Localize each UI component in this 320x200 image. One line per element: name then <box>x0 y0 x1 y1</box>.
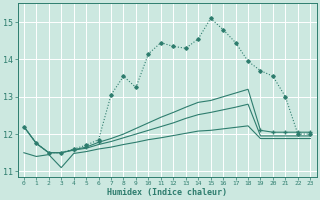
X-axis label: Humidex (Indice chaleur): Humidex (Indice chaleur) <box>107 188 227 197</box>
